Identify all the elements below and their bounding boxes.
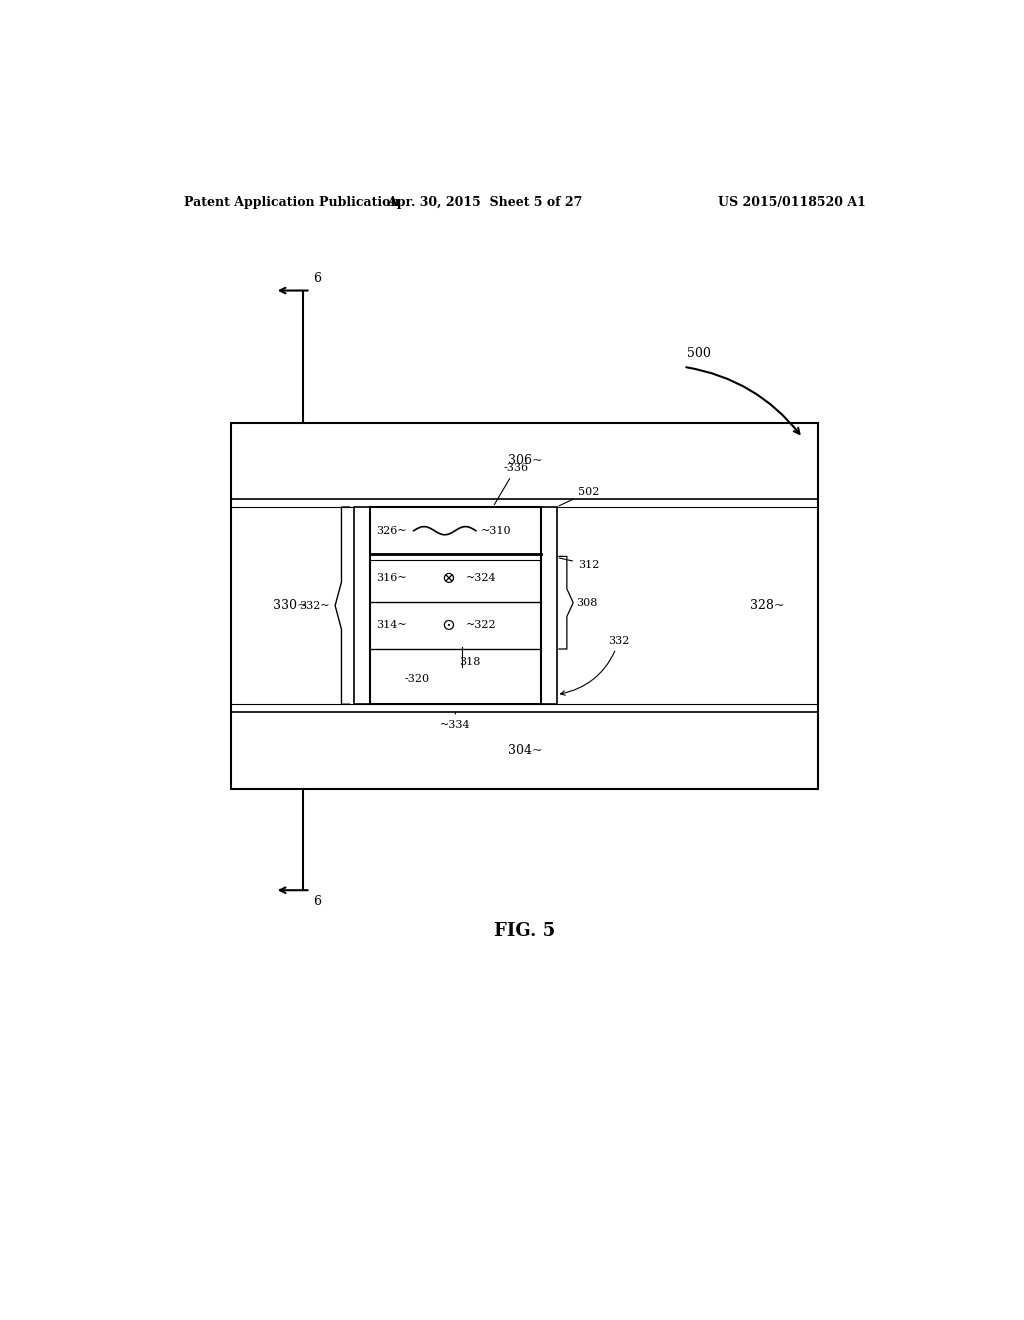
Text: 502: 502 [559, 487, 599, 506]
Bar [541, 507, 557, 704]
Text: Apr. 30, 2015  Sheet 5 of 27: Apr. 30, 2015 Sheet 5 of 27 [387, 195, 583, 209]
Text: ~310: ~310 [481, 525, 512, 536]
Text: 308: 308 [577, 598, 598, 607]
Text: 332: 332 [560, 636, 630, 696]
Bar [231, 422, 818, 788]
Text: 326~: 326~ [377, 525, 407, 536]
Text: 304~: 304~ [508, 744, 542, 756]
Text: -320: -320 [404, 675, 429, 684]
Text: 500: 500 [687, 347, 712, 359]
Text: 328~: 328~ [750, 599, 784, 612]
Text: 6: 6 [313, 895, 321, 908]
Text: 306~: 306~ [508, 454, 542, 467]
Text: 6: 6 [313, 272, 321, 285]
Text: 332~: 332~ [299, 601, 330, 611]
Text: 330~: 330~ [273, 599, 308, 612]
Text: 312: 312 [559, 558, 599, 569]
Text: Patent Application Publication: Patent Application Publication [183, 195, 399, 209]
Bar [370, 507, 541, 704]
Text: ~322: ~322 [466, 620, 497, 631]
Text: ⊗: ⊗ [441, 569, 456, 586]
Text: US 2015/0118520 A1: US 2015/0118520 A1 [718, 195, 866, 209]
Text: ~334: ~334 [440, 713, 471, 730]
Text: ~324: ~324 [466, 573, 497, 583]
Text: 318: 318 [459, 656, 480, 667]
Text: FIG. 5: FIG. 5 [495, 921, 555, 940]
Text: 316~: 316~ [377, 573, 407, 583]
Text: ⊙: ⊙ [441, 616, 456, 634]
Text: 314~: 314~ [377, 620, 407, 631]
Bar [354, 507, 370, 704]
Text: -336: -336 [495, 463, 528, 504]
